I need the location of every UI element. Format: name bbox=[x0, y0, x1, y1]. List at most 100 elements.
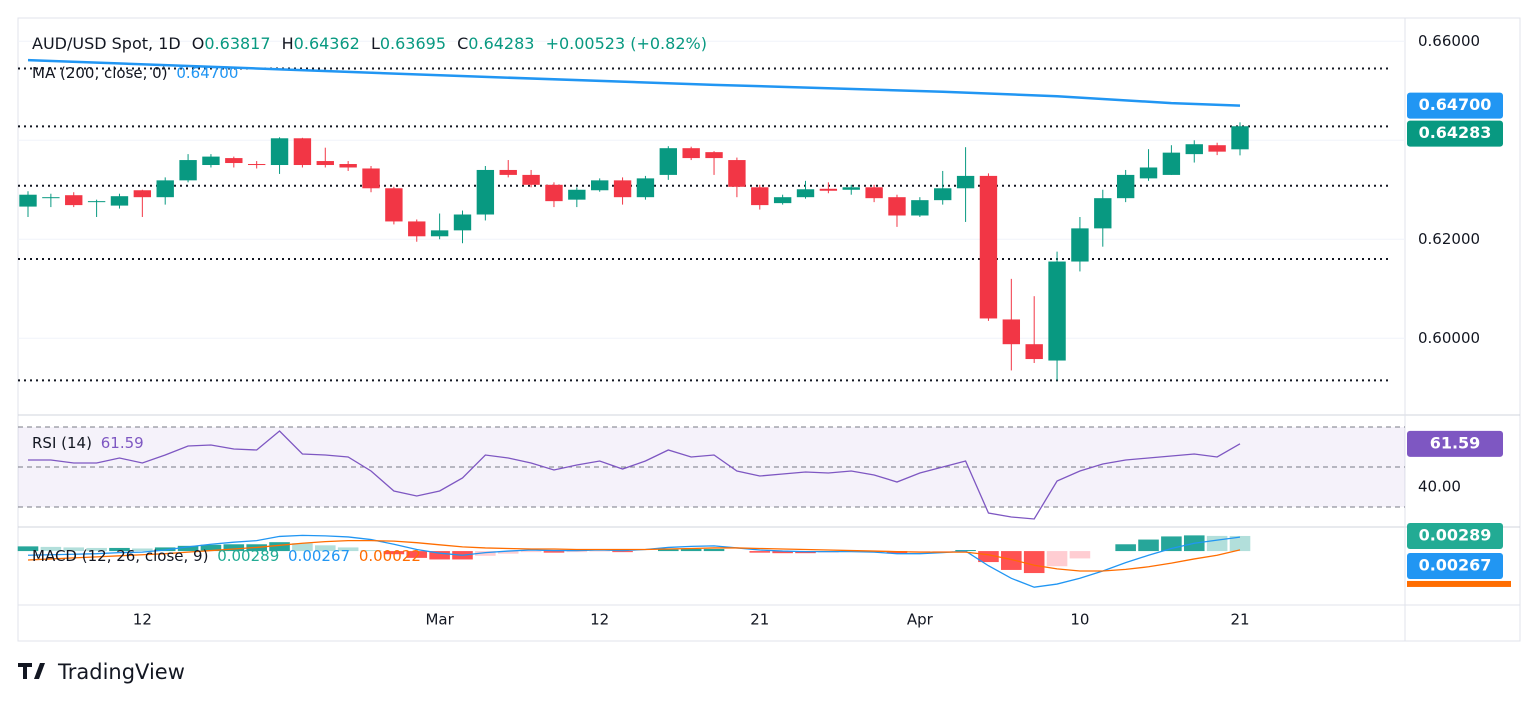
x-tick-label: 21 bbox=[750, 611, 769, 629]
close-badge: 0.64283 bbox=[1419, 123, 1492, 142]
rsi-badge-bg bbox=[1407, 430, 1503, 457]
macd-histogram-bar bbox=[680, 548, 702, 552]
close-value: 0.64283 bbox=[468, 34, 534, 53]
macd-histogram-bar bbox=[269, 542, 290, 552]
candle-body bbox=[819, 188, 838, 191]
candle-body bbox=[408, 221, 426, 237]
macd-histogram-bar bbox=[63, 547, 85, 552]
candle-body bbox=[1094, 198, 1112, 229]
candle-body bbox=[87, 201, 106, 203]
signal-badge bbox=[1407, 580, 1511, 587]
macd-histogram-bar bbox=[383, 551, 405, 555]
candle-body bbox=[1231, 126, 1249, 150]
macd-histogram-bar bbox=[1069, 551, 1091, 559]
macd-histogram-bar bbox=[360, 550, 382, 552]
ma-badge: 0.64700 bbox=[1419, 95, 1492, 114]
candle-body bbox=[339, 164, 357, 168]
y-tick-label: 0.66000 bbox=[1418, 32, 1480, 50]
macd-histogram-bar bbox=[292, 543, 313, 552]
candle-body bbox=[842, 187, 860, 190]
macd-histogram-bar bbox=[109, 547, 130, 552]
x-tick-label: Apr bbox=[907, 611, 934, 629]
hist-badge: 0.00289 bbox=[1419, 525, 1492, 544]
candle-body bbox=[65, 195, 83, 206]
candle-body bbox=[682, 148, 700, 159]
macd-histogram-bar bbox=[543, 551, 565, 553]
open-label: O bbox=[192, 34, 205, 53]
macd-histogram-bar bbox=[566, 551, 588, 553]
high-value: 0.64362 bbox=[294, 34, 360, 53]
close-label: C bbox=[457, 34, 468, 53]
candle-body bbox=[728, 160, 746, 187]
macd-params: (12, 26, close, 9) bbox=[82, 547, 209, 565]
macd-histogram-bar bbox=[86, 547, 107, 552]
ohlc-legend: AUD/USD Spot, 1D O0.63817 H0.64362 L0.63… bbox=[32, 34, 707, 53]
x-tick-label: 12 bbox=[133, 611, 152, 629]
rsi-badge: 61.59 bbox=[1430, 433, 1481, 452]
candle-body bbox=[956, 175, 975, 189]
macd-histogram-bar bbox=[612, 551, 633, 553]
macd-histogram-bar bbox=[1001, 551, 1022, 570]
macd-histogram-bar bbox=[703, 548, 725, 552]
candle-body bbox=[613, 180, 632, 198]
macd-histogram-bar bbox=[132, 548, 153, 552]
candle-body bbox=[636, 178, 655, 198]
candle-body bbox=[1025, 344, 1043, 360]
macd-histogram-bar bbox=[497, 551, 519, 554]
ma-line bbox=[27, 58, 1241, 107]
candle-body bbox=[42, 197, 60, 199]
candle-body bbox=[1208, 145, 1226, 152]
candle-body bbox=[1162, 152, 1181, 175]
macd-name: MACD bbox=[32, 547, 77, 565]
logo-icon bbox=[18, 663, 45, 679]
macd-histogram-bar bbox=[1115, 544, 1136, 552]
y-tick-label: 0.60000 bbox=[1418, 329, 1480, 347]
hist-badge-bg bbox=[1407, 522, 1503, 549]
candle-body bbox=[796, 189, 815, 198]
macd-histogram-bar bbox=[429, 551, 450, 560]
macd-histogram-bar bbox=[932, 551, 954, 552]
candle-body bbox=[751, 187, 769, 206]
signal-line bbox=[27, 539, 1241, 572]
macd-histogram-bar bbox=[314, 545, 336, 552]
macd-histogram-bar bbox=[1229, 535, 1251, 552]
candle-body bbox=[979, 175, 998, 319]
candle-body bbox=[545, 184, 563, 202]
hist-value: 0.00289 bbox=[217, 547, 279, 565]
rsi-value: 61.59 bbox=[101, 434, 144, 452]
symbol: AUD/USD Spot, 1D bbox=[32, 34, 181, 53]
rsi-params: (14) bbox=[61, 434, 92, 452]
candle-body bbox=[476, 169, 495, 215]
candle-body bbox=[1185, 144, 1203, 155]
macd-histogram-bar bbox=[17, 546, 39, 552]
macd-histogram-bar bbox=[1023, 551, 1045, 574]
ma-value: 0.64700 bbox=[176, 64, 238, 82]
candle-body bbox=[270, 138, 289, 166]
candle-body bbox=[1071, 228, 1089, 262]
candle-body bbox=[705, 152, 723, 159]
candle-body bbox=[179, 160, 197, 181]
macd-histogram-bar bbox=[475, 551, 496, 556]
brand: TradingView bbox=[57, 660, 185, 684]
macd-histogram-bar bbox=[772, 551, 793, 554]
rsi-line bbox=[28, 430, 1241, 520]
macd-value: 0.00267 bbox=[288, 547, 350, 565]
rsi-name: RSI bbox=[32, 434, 56, 452]
candle-body bbox=[568, 189, 586, 200]
candle-body bbox=[385, 188, 403, 222]
macd-histogram-bar bbox=[154, 547, 176, 552]
candle-body bbox=[362, 168, 380, 189]
x-tick-label: Mar bbox=[425, 611, 454, 629]
low-label: L bbox=[371, 34, 380, 53]
macd-histogram-bar bbox=[978, 551, 999, 563]
macd-histogram-bar bbox=[589, 551, 610, 552]
candle-body bbox=[247, 164, 266, 166]
macd-badge: 0.00267 bbox=[1419, 555, 1492, 574]
candle-body bbox=[888, 197, 906, 216]
signal-value: 0.00022 bbox=[359, 547, 421, 565]
candle-body bbox=[293, 138, 312, 166]
macd-histogram-bar bbox=[520, 551, 542, 553]
logo: TradingView bbox=[18, 660, 185, 684]
x-tick-label: 12 bbox=[590, 611, 609, 629]
